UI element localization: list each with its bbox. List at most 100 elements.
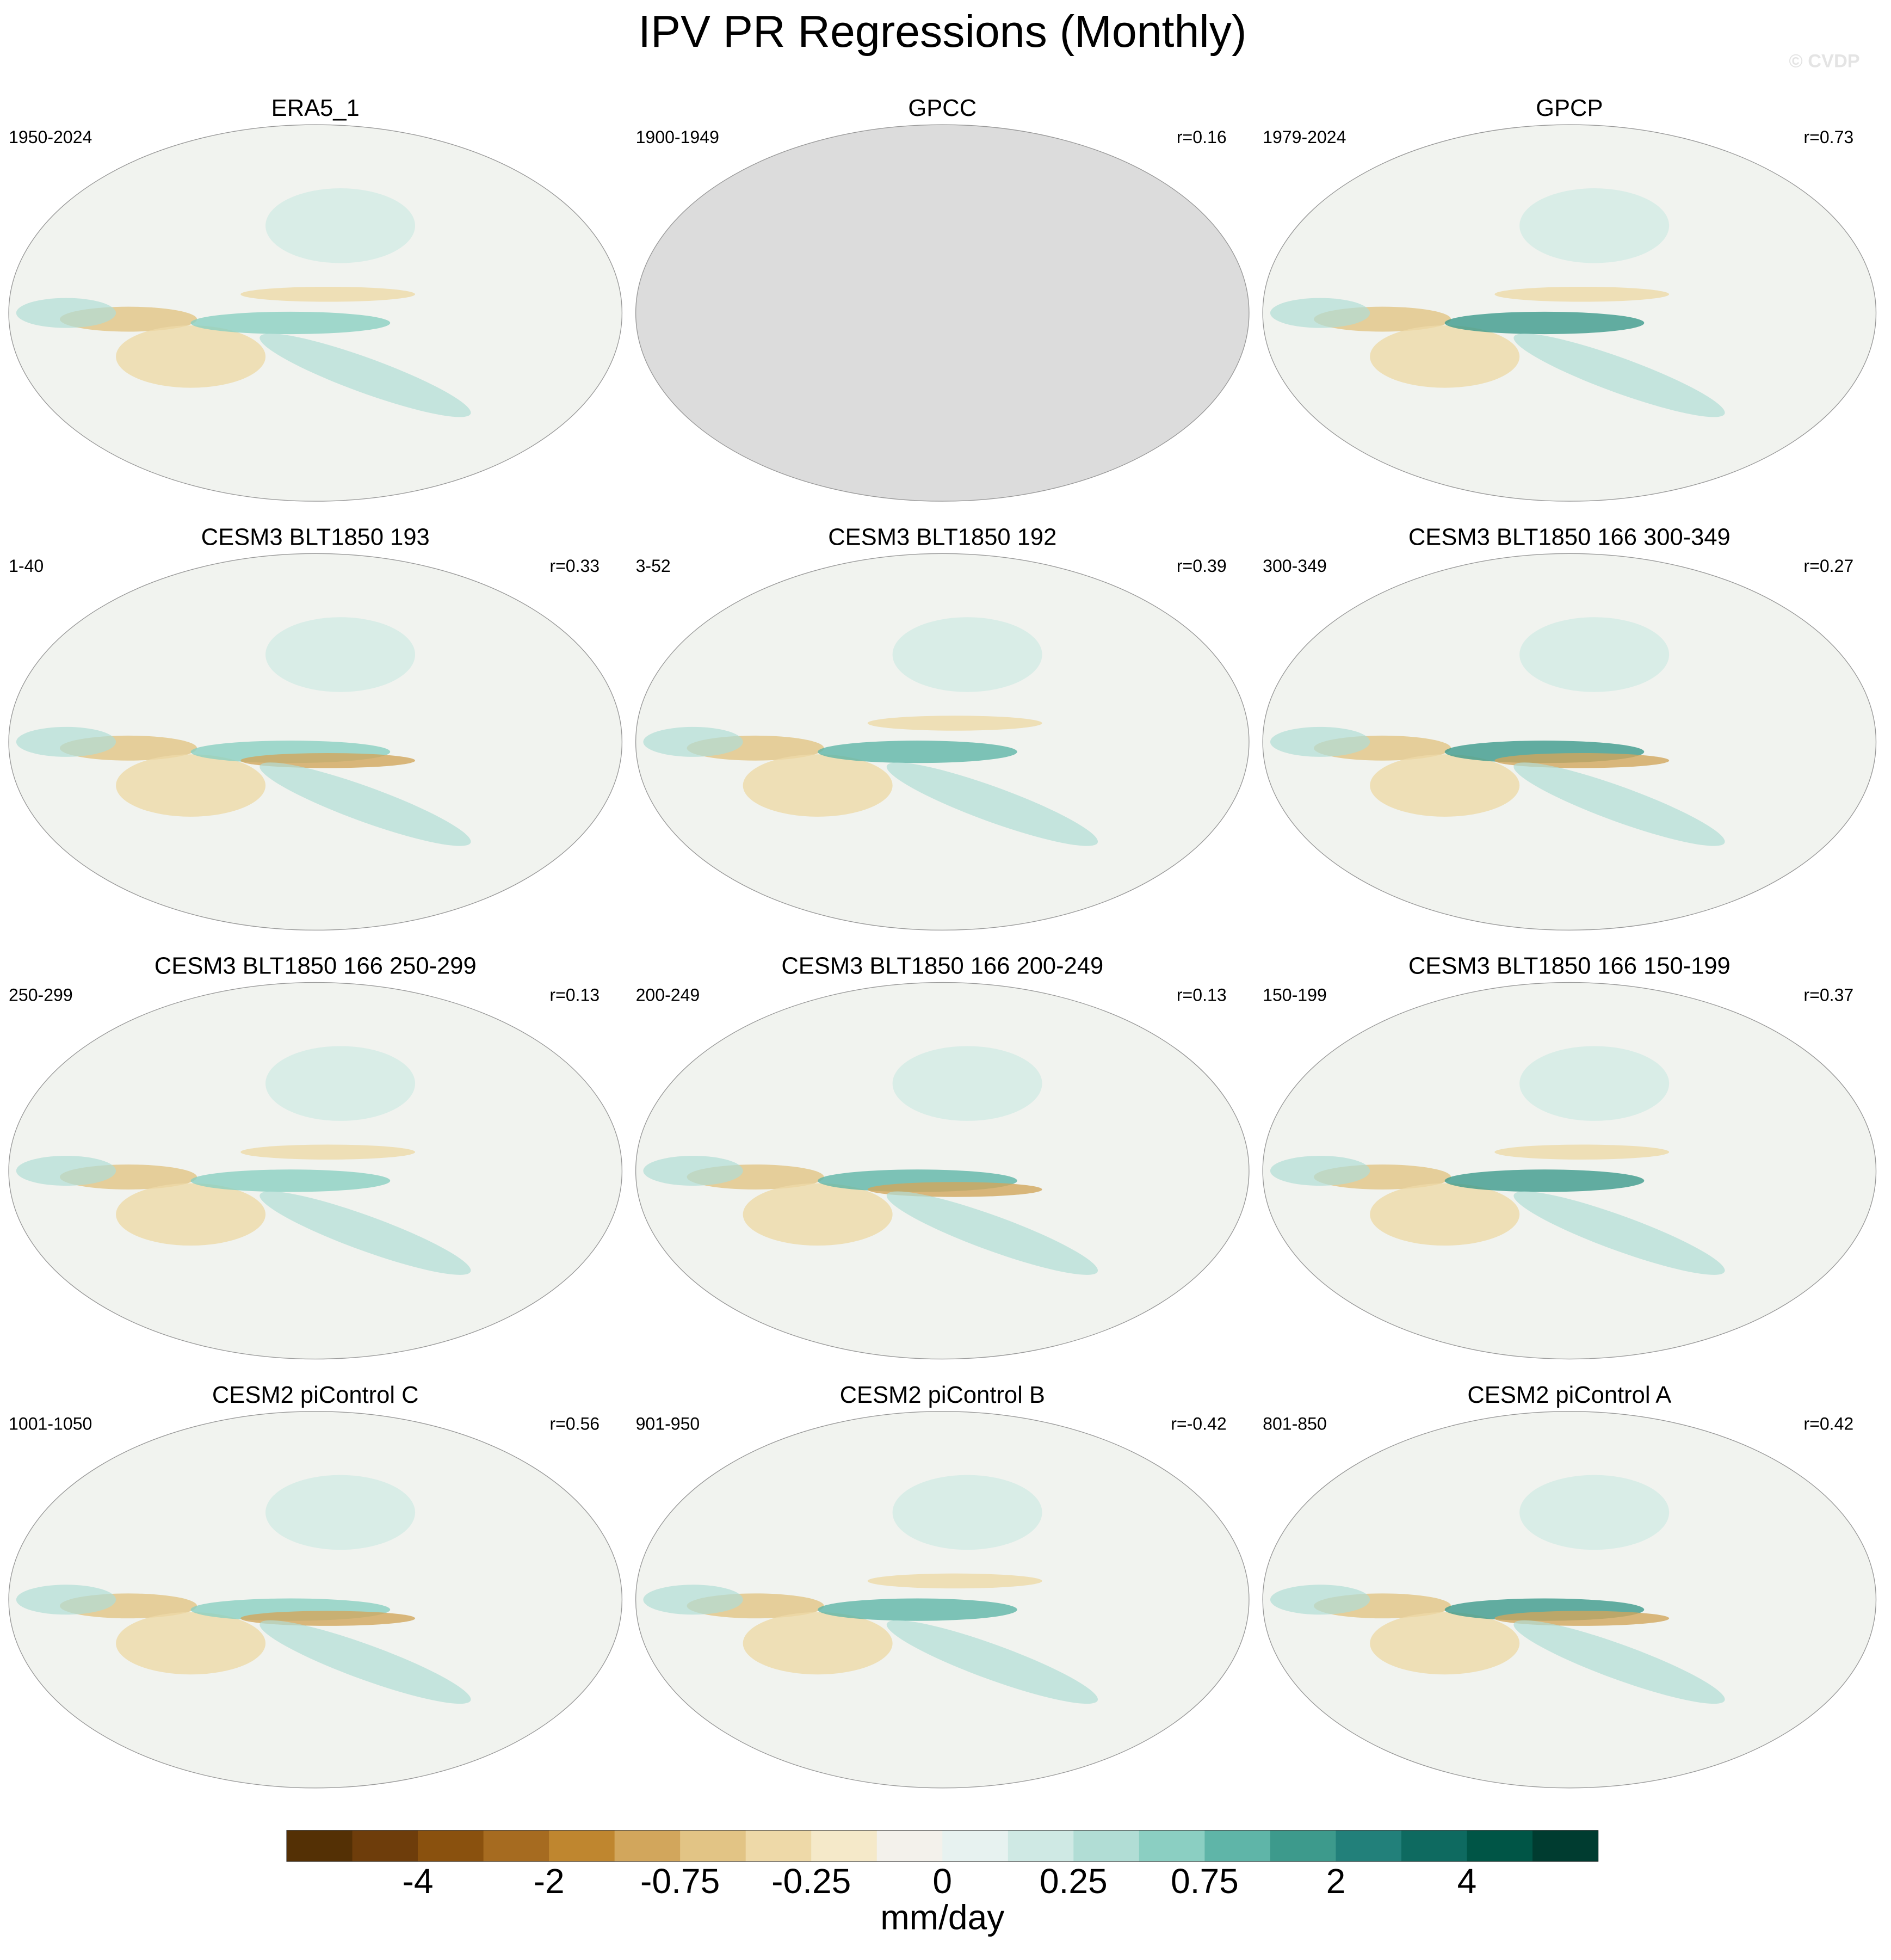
correlation-label: r=0.56 [549,1414,600,1433]
colorbar-box [287,1830,353,1862]
shading [1513,1620,1725,1704]
shading [1519,1046,1670,1121]
colorbar-box [1401,1830,1468,1862]
panel-title: GPCP [1536,95,1603,121]
correlation-label: r=0.13 [549,985,600,1004]
shading [1270,726,1370,757]
map-panel [1263,1411,1876,1788]
panel-title: ERA5_1 [271,95,360,121]
panel-title: CESM3 BLT1850 166 250-299 [155,953,477,979]
shading [240,1144,416,1160]
colorbar-box [549,1830,615,1862]
shading [643,1585,743,1615]
colorbar-box [680,1830,746,1862]
period-label: 1979-2024 [1263,127,1346,147]
shading [1519,617,1670,692]
shading [1519,188,1670,263]
colorbar-box [1073,1830,1140,1862]
shading [743,1183,893,1246]
shading [16,1585,116,1615]
shading [1270,1585,1370,1615]
panel-title: CESM3 BLT1850 192 [828,524,1056,550]
shading [743,1612,893,1675]
colorbar-box [352,1830,418,1862]
shading [190,1169,391,1192]
shading [1370,754,1520,817]
colorbar-box [1008,1830,1074,1862]
shading [265,188,416,263]
map-panel [1263,553,1876,930]
period-label: 150-199 [1263,985,1327,1004]
correlation-label: r=0.39 [1177,556,1227,576]
shading [643,1156,743,1186]
period-label: 1-40 [9,556,44,576]
shading [743,754,893,817]
correlation-label: r=0.73 [1803,127,1853,147]
shading [265,1046,416,1121]
correlation-label: r=0.27 [1803,556,1853,576]
shading [886,1620,1098,1704]
shading [1513,333,1725,417]
colorbar-box [1139,1830,1206,1862]
shading [886,762,1098,846]
shading [1494,287,1670,302]
map-border [8,124,623,502]
shading [892,1046,1042,1121]
map-border [1262,982,1877,1360]
shading [818,741,1017,763]
watermark: © CVDP [1789,51,1859,72]
period-label: 801-850 [1263,1414,1327,1433]
map-panel [635,125,1249,502]
correlation-label: r=0.33 [549,556,600,576]
map-panel [1263,982,1876,1359]
map-panel [9,553,622,930]
colorbar-tick-label: -4 [403,1862,434,1901]
shading [116,1612,266,1675]
shading [1370,1612,1520,1675]
shading [1494,1144,1670,1160]
shading [1513,1191,1725,1275]
colorbar-frame [286,1830,1599,1862]
colorbar-box [876,1830,943,1862]
period-label: 3-52 [636,556,671,576]
shading [116,1183,266,1246]
period-label: 901-950 [636,1414,700,1433]
period-label: 1001-1050 [9,1414,92,1433]
map-panel [9,125,622,502]
shading [892,1475,1042,1550]
panel-title: CESM3 BLT1850 166 300-349 [1408,524,1731,550]
map-border [1262,124,1877,502]
colorbar-tick-label: 4 [1457,1862,1477,1901]
panel-title: GPCC [908,95,977,121]
shading [265,617,416,692]
period-label: 1950-2024 [9,127,92,147]
shading [867,716,1042,731]
map-border [635,1411,1250,1789]
shading [190,311,391,335]
shading [16,1156,116,1186]
shading [1370,325,1520,388]
shading [1444,311,1645,335]
colorbar-box [942,1830,1009,1862]
correlation-label: r=0.16 [1177,127,1227,147]
shading [1513,762,1725,846]
shading [1519,1475,1670,1550]
shading [116,325,266,388]
colorbar-box [1532,1830,1599,1862]
shading [116,754,266,817]
colorbar-box [811,1830,877,1862]
map-border [635,982,1250,1360]
panel-title: CESM2 piControl C [212,1382,419,1408]
colorbar-tick-label: 2 [1326,1862,1346,1901]
shading [240,287,416,302]
panel-title: CESM2 piControl A [1467,1382,1671,1408]
shading [259,1620,471,1704]
colorbar-box [614,1830,681,1862]
figure-title: IPV PR Regressions (Monthly) [638,7,1246,57]
correlation-label: r=0.37 [1803,985,1853,1004]
map-border [8,553,623,931]
shading [16,298,116,328]
colorbar-tick-label: -0.75 [640,1862,720,1901]
